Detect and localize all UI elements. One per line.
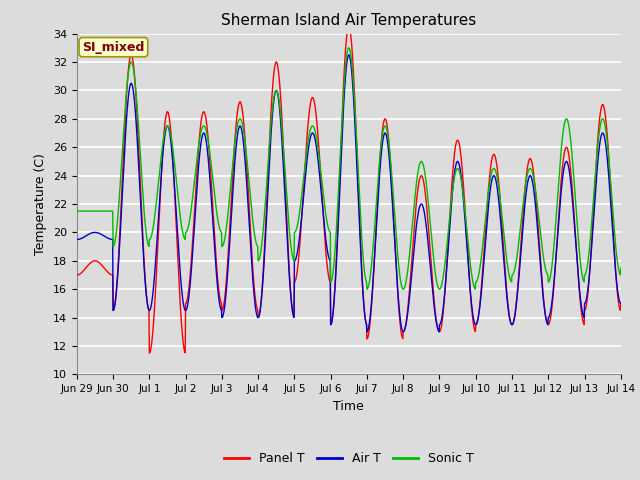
Text: SI_mixed: SI_mixed (82, 41, 145, 54)
Legend: Panel T, Air T, Sonic T: Panel T, Air T, Sonic T (219, 447, 479, 470)
X-axis label: Time: Time (333, 400, 364, 413)
Title: Sherman Island Air Temperatures: Sherman Island Air Temperatures (221, 13, 476, 28)
Y-axis label: Temperature (C): Temperature (C) (35, 153, 47, 255)
